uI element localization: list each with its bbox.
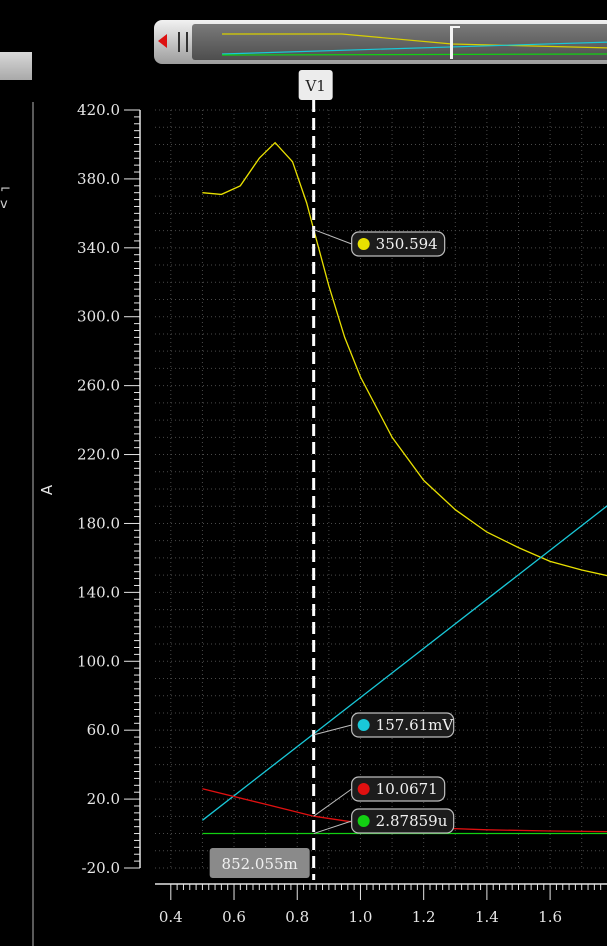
y-tick-label: 140.0 bbox=[77, 583, 120, 601]
marker-dot bbox=[357, 238, 370, 250]
marker-leader bbox=[313, 229, 352, 245]
marker-dot bbox=[357, 719, 370, 731]
marker-value: 157.61mV bbox=[376, 716, 455, 734]
x-tick-label: 1.2 bbox=[412, 908, 436, 926]
overview-cursor bbox=[450, 26, 453, 59]
x-tick-label: 1.0 bbox=[349, 908, 373, 926]
y-tick-label: 340.0 bbox=[77, 239, 120, 257]
sidebar-divider bbox=[32, 102, 34, 946]
series-line-1 bbox=[202, 505, 607, 821]
x-tick-label: 0.4 bbox=[159, 908, 183, 926]
scroll-left-arrow-icon[interactable] bbox=[158, 34, 167, 48]
y-tick-label: 180.0 bbox=[77, 514, 120, 532]
overview-thumbnail bbox=[221, 26, 607, 59]
marker-box bbox=[351, 231, 446, 257]
series-line-0 bbox=[202, 141, 607, 577]
marker-value: 10.0671 bbox=[376, 780, 438, 798]
drag-handle-icon[interactable] bbox=[178, 32, 188, 52]
overview-scrollbar[interactable] bbox=[154, 20, 607, 64]
y-tick-label: 380.0 bbox=[77, 170, 120, 188]
marker-leader bbox=[313, 724, 352, 736]
x-tick-label: 1.6 bbox=[538, 908, 562, 926]
marker-dot bbox=[357, 783, 370, 795]
x-tick-label: 0.6 bbox=[222, 908, 246, 926]
marker-box bbox=[351, 712, 455, 738]
y-tick-label: 300.0 bbox=[77, 308, 120, 326]
y-tick-label: 100.0 bbox=[77, 652, 120, 670]
y-tick-label: -20.0 bbox=[82, 859, 120, 877]
cursor-label: V1 bbox=[304, 77, 325, 95]
x-tick-label: 1.4 bbox=[475, 908, 499, 926]
marker-leader bbox=[313, 820, 352, 835]
y-tick-label: 20.0 bbox=[87, 790, 120, 808]
sidebar-tab[interactable] bbox=[0, 52, 32, 80]
y-tick-label: 60.0 bbox=[87, 721, 120, 739]
overview-track[interactable] bbox=[192, 24, 607, 60]
cursor-readout-box bbox=[209, 848, 310, 878]
sidebar-truncated-text: ⌐ v bbox=[0, 182, 11, 212]
marker-value: 350.594 bbox=[376, 235, 438, 253]
marker-leader bbox=[313, 788, 352, 817]
marker-value: 2.87859u bbox=[376, 812, 448, 830]
y-axis-label: A bbox=[38, 484, 56, 495]
marker-dot bbox=[357, 815, 370, 827]
marker-box bbox=[351, 776, 446, 802]
marker-box bbox=[351, 808, 455, 834]
cursor-x-readout: 852.055m bbox=[222, 855, 298, 873]
y-tick-label: 220.0 bbox=[77, 446, 120, 464]
x-tick-label: 0.8 bbox=[285, 908, 309, 926]
y-tick-label: 420.0 bbox=[77, 101, 120, 119]
cursor-label-box bbox=[298, 70, 333, 100]
y-tick-label: 260.0 bbox=[77, 377, 120, 395]
